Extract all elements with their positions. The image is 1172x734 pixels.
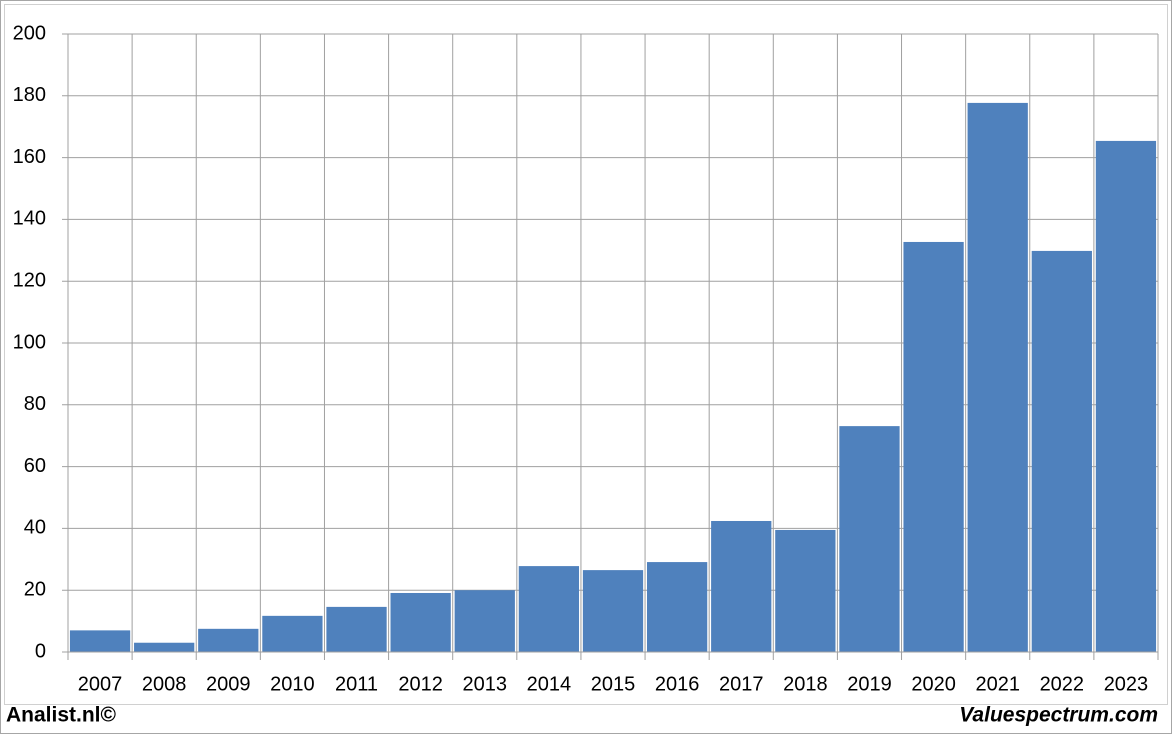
x-tick-label: 2015 xyxy=(591,673,636,695)
bar xyxy=(775,529,836,652)
y-tick-label: 180 xyxy=(13,84,46,106)
x-tick-label: 2014 xyxy=(527,673,572,695)
x-tick-label: 2011 xyxy=(335,673,378,695)
x-tick-label: 2016 xyxy=(655,673,700,695)
bar xyxy=(390,592,451,652)
x-tick-label: 2021 xyxy=(975,673,1020,695)
bar xyxy=(198,628,259,652)
y-tick-label: 60 xyxy=(24,455,46,477)
bar xyxy=(711,520,772,652)
bar xyxy=(1095,140,1157,652)
y-tick-label: 140 xyxy=(13,208,46,230)
bar xyxy=(454,590,515,652)
bar xyxy=(1031,250,1092,652)
bar xyxy=(839,426,900,652)
y-tick-label: 20 xyxy=(24,578,46,600)
bar xyxy=(903,241,964,652)
footer-right: Valuespectrum.com xyxy=(959,704,1158,727)
x-tick-label: 2020 xyxy=(911,673,956,695)
y-tick-label: 80 xyxy=(24,393,46,415)
y-tick-label: 0 xyxy=(35,640,46,662)
x-tick-label: 2019 xyxy=(847,673,892,695)
bar xyxy=(582,570,644,652)
y-tick-label: 100 xyxy=(13,331,46,353)
x-tick-label: 2009 xyxy=(206,673,251,695)
bar xyxy=(134,642,195,652)
x-tick-label: 2012 xyxy=(398,673,443,695)
bar xyxy=(69,630,131,652)
bar xyxy=(262,615,323,652)
x-tick-label: 2022 xyxy=(1040,673,1085,695)
bar xyxy=(967,102,1028,653)
x-tick-label: 2017 xyxy=(719,673,764,695)
x-tick-label: 2007 xyxy=(78,673,123,695)
x-tick-label: 2013 xyxy=(463,673,508,695)
y-tick-label: 40 xyxy=(24,517,46,539)
y-tick-label: 200 xyxy=(13,22,46,44)
x-tick-label: 2008 xyxy=(142,673,187,695)
y-tick-label: 160 xyxy=(13,146,46,168)
bar xyxy=(646,562,708,652)
x-tick-label: 2018 xyxy=(783,673,828,695)
plot-frame xyxy=(4,4,1168,705)
bar xyxy=(518,566,580,652)
footer-left: Analist.nl© xyxy=(6,704,117,727)
x-tick-label: 2010 xyxy=(270,673,315,695)
x-tick-label: 2023 xyxy=(1104,673,1149,695)
bar xyxy=(326,606,387,652)
y-tick-label: 120 xyxy=(13,269,46,291)
